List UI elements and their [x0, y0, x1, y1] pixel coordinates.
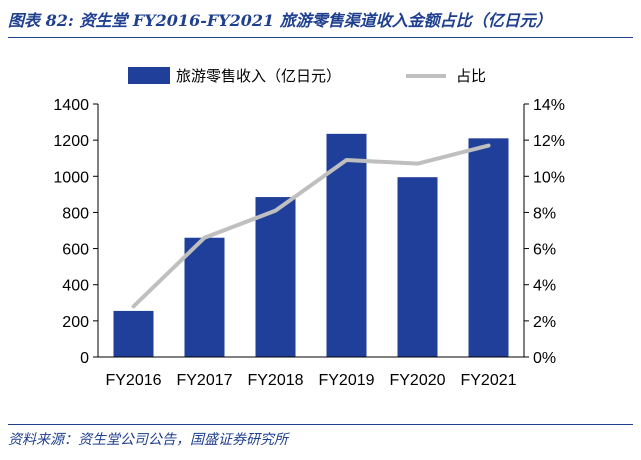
figure-title: 图表 82: 资生堂 FY2016-FY2021 旅游零售渠道收入金额占比（亿日… [8, 11, 552, 30]
share-line [131, 143, 491, 309]
right-tick-label: 2% [533, 314, 556, 331]
source-note: 资料来源：资生堂公司公告，国盛证券研究所 [8, 432, 288, 448]
bar-fy2021 [468, 138, 509, 357]
bar-series [113, 133, 509, 357]
legend-bar-swatch [128, 67, 170, 84]
title-rule [8, 37, 633, 38]
legend-line-label: 占比 [456, 67, 486, 85]
bar-fy2020 [397, 177, 438, 357]
left-tick-label: 600 [62, 242, 89, 259]
right-tick-label: 8% [533, 205, 556, 222]
left-tick-label: 0 [80, 350, 89, 367]
left-tick-label: 800 [62, 205, 89, 222]
left-tick-label: 1000 [53, 169, 89, 186]
right-tick-label: 12% [533, 133, 565, 150]
left-tick-label: 400 [62, 278, 89, 295]
x-axis-ticks: FY2016 FY2017 FY2018 FY2019 FY2020 FY2021 [105, 372, 516, 389]
bar-fy2018 [255, 197, 296, 357]
right-tick-label: 6% [533, 242, 556, 259]
left-axis-ticks: 0 200 400 600 800 1000 1200 1400 [53, 97, 98, 367]
line-series [131, 143, 491, 309]
left-tick-label: 1200 [53, 133, 89, 150]
legend: 旅游零售收入（亿日元） 占比 [128, 67, 486, 85]
right-tick-label: 4% [533, 278, 556, 295]
x-tick-label: FY2017 [176, 372, 232, 389]
legend-bar-label: 旅游零售收入（亿日元） [176, 67, 341, 85]
x-tick-label: FY2019 [318, 372, 374, 389]
x-tick-label: FY2018 [247, 372, 303, 389]
bar-fy2019 [326, 133, 367, 357]
right-tick-label: 10% [533, 169, 565, 186]
x-tick-label: FY2020 [389, 372, 445, 389]
x-tick-label: FY2021 [460, 372, 516, 389]
bar-fy2017 [184, 237, 225, 357]
right-axis-ticks: 0% 2% 4% 6% 8% 10% 12% 14% [524, 97, 565, 367]
left-tick-label: 200 [62, 314, 89, 331]
axes [97, 104, 525, 358]
right-tick-label: 14% [533, 97, 565, 114]
bar-fy2016 [113, 310, 154, 357]
left-tick-label: 1400 [53, 97, 89, 114]
right-tick-label: 0% [533, 350, 556, 367]
x-tick-label: FY2016 [105, 372, 161, 389]
source-rule [8, 424, 633, 425]
